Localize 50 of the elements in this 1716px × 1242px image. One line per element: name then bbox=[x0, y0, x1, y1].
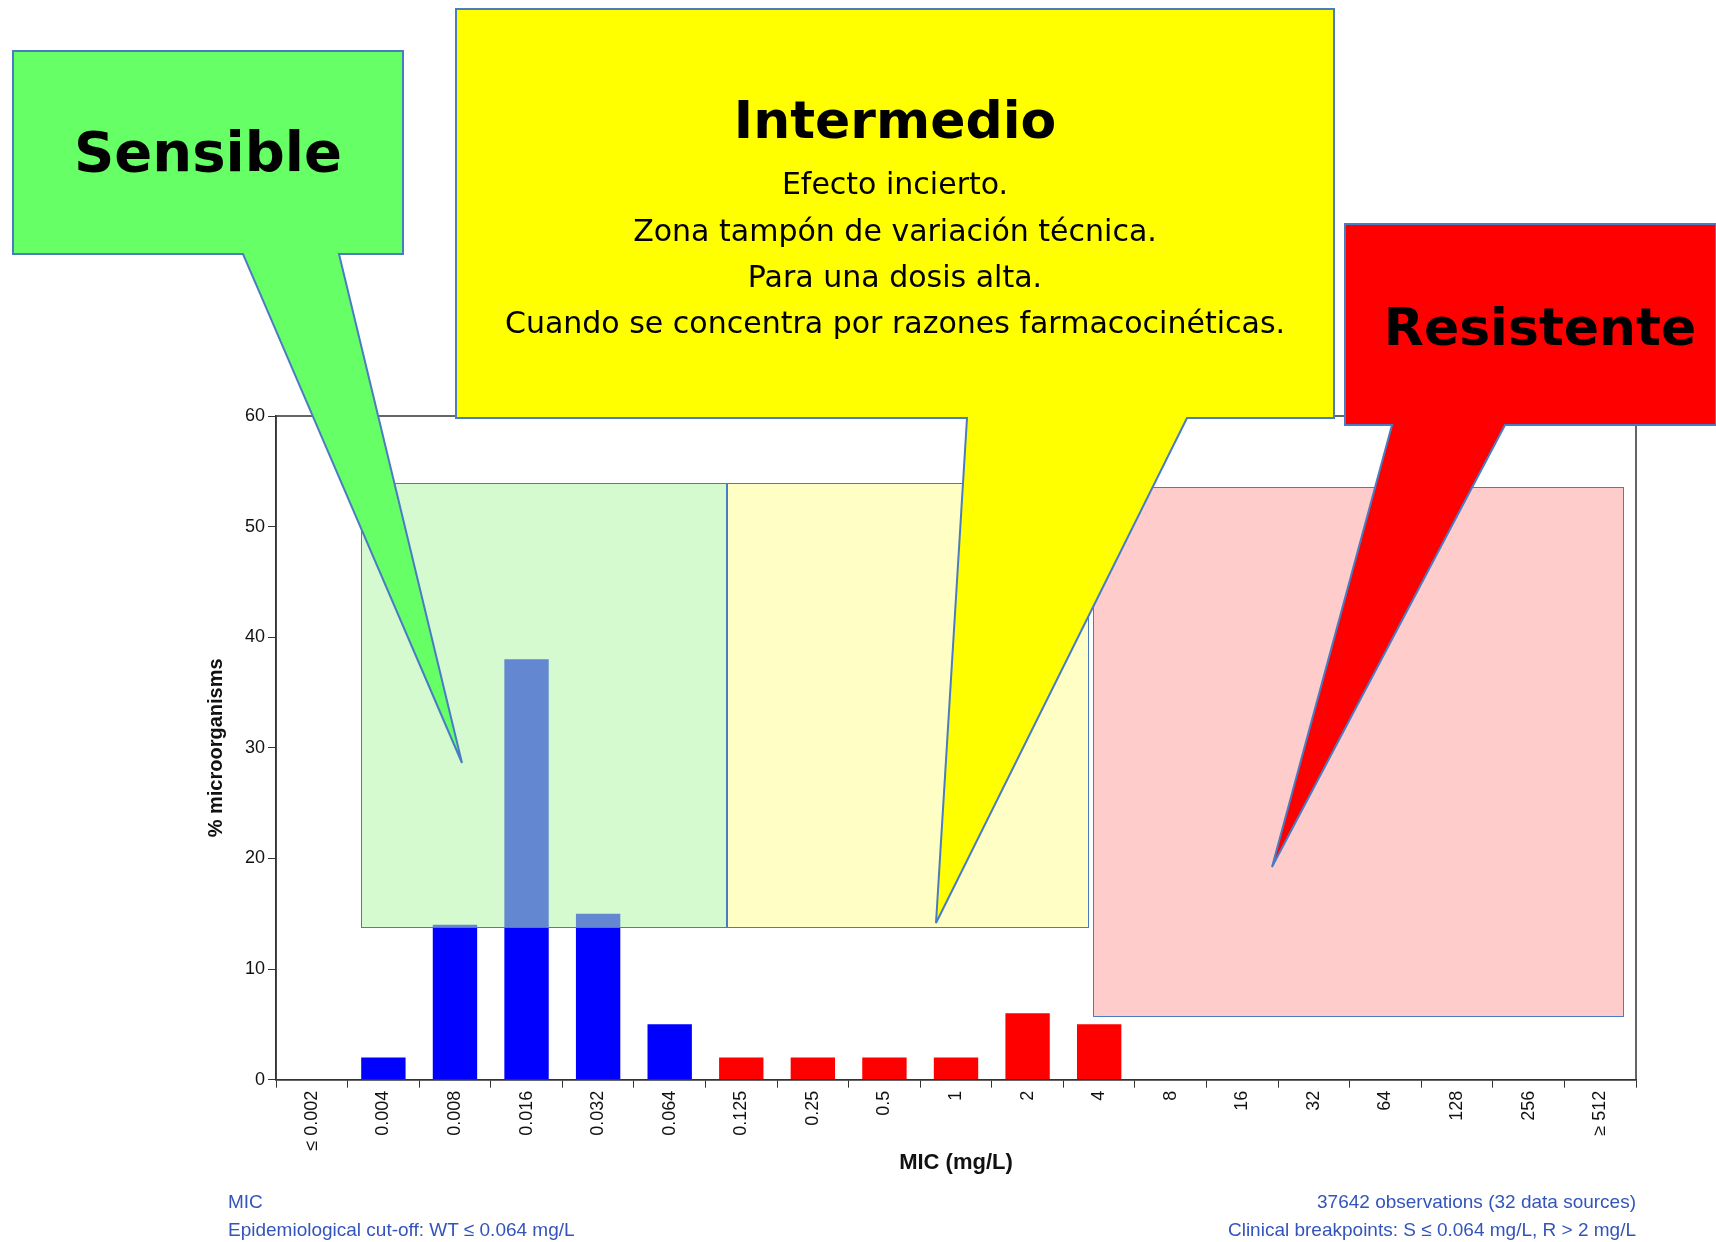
y-tick-label: 40 bbox=[244, 626, 266, 647]
x-tick-label: 0.004 bbox=[372, 1090, 393, 1136]
x-tick-label: 0.5 bbox=[873, 1090, 894, 1116]
x-tick-label: 0.032 bbox=[587, 1090, 608, 1136]
x-tick-label: ≥ 512 bbox=[1589, 1090, 1610, 1136]
x-tick-label: 64 bbox=[1374, 1090, 1395, 1111]
bar bbox=[647, 1024, 692, 1080]
y-tick-label: 0 bbox=[255, 1068, 266, 1089]
x-tick-label: 0.008 bbox=[443, 1090, 464, 1136]
bar bbox=[432, 924, 478, 1080]
text: Zona tampón de variación técnica. bbox=[633, 213, 1157, 249]
text: Efecto incierto. bbox=[781, 166, 1009, 202]
text: Epidemiological cut-off: WT ≤ 0.064 mg/L bbox=[228, 1218, 575, 1242]
bar bbox=[361, 1057, 406, 1080]
y-tick-label: 50 bbox=[244, 515, 266, 536]
x-tick-label: 0.125 bbox=[730, 1090, 751, 1136]
x-tick-label: 256 bbox=[1517, 1090, 1538, 1121]
y-axis-title: % microorganisms bbox=[203, 658, 226, 838]
bar bbox=[1005, 1013, 1050, 1080]
x-tick-label: ≤ 0.002 bbox=[300, 1090, 321, 1151]
text: MIC bbox=[228, 1190, 263, 1214]
x-axis-title: MIC (mg/L) bbox=[899, 1148, 1013, 1174]
x-tick-label: 0.064 bbox=[658, 1090, 679, 1136]
bar bbox=[504, 659, 549, 1080]
bar bbox=[719, 1057, 764, 1080]
bar bbox=[862, 1057, 907, 1080]
text: Resistente bbox=[1383, 295, 1697, 359]
bar bbox=[933, 1057, 979, 1080]
x-tick-label: 4 bbox=[1088, 1090, 1109, 1101]
text: Sensible bbox=[74, 118, 342, 186]
y-tick-label: 20 bbox=[244, 847, 266, 868]
x-tick-label: 32 bbox=[1302, 1090, 1323, 1111]
text: Intermedio bbox=[733, 88, 1057, 152]
text: Clinical breakpoints: S ≤ 0.064 mg/L, R > 2 mg/L bbox=[1227, 1218, 1636, 1242]
y-tick-label: 30 bbox=[244, 736, 266, 757]
x-tick-label: 0.016 bbox=[515, 1090, 536, 1136]
x-tick-label: 2 bbox=[1016, 1090, 1037, 1101]
x-tick-label: 16 bbox=[1231, 1090, 1252, 1111]
x-tick-label: 1 bbox=[944, 1090, 965, 1101]
bar bbox=[1076, 1024, 1122, 1080]
text: Para una dosis alta. bbox=[747, 259, 1043, 295]
y-tick-label: 60 bbox=[244, 404, 266, 425]
bar bbox=[575, 913, 621, 1080]
x-tick-label: 0.25 bbox=[801, 1090, 822, 1126]
y-tick-label: 10 bbox=[244, 958, 266, 979]
bar bbox=[790, 1057, 836, 1080]
text: Cuando se concentra por razones farmacocinéticas. bbox=[504, 305, 1286, 341]
x-tick-label: 8 bbox=[1159, 1090, 1180, 1101]
text: 37642 observations (32 data sources) bbox=[1317, 1190, 1636, 1214]
x-tick-label: 128 bbox=[1446, 1090, 1467, 1121]
